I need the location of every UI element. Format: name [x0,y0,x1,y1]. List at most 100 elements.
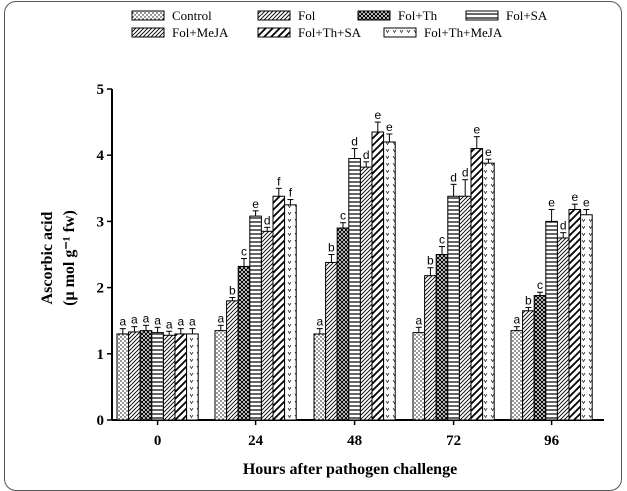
sig-letter-96-0: a [513,313,520,327]
bar-24-2 [237,265,251,421]
bar-72-0 [412,332,426,421]
bar-0-5 [174,333,188,421]
sig-letter-48-1: b [328,241,335,255]
bar-0-2 [139,330,153,421]
bar-96-0 [510,330,524,421]
y-tick-label-0: 0 [97,413,105,429]
y-tick-label-4: 4 [97,148,105,164]
bar-24-3 [249,215,262,421]
legend-swatch-1 [257,10,291,21]
sig-letter-0-0: a [119,315,126,329]
sig-letter-72-6: e [485,145,492,159]
bar-96-6 [580,214,593,421]
bar-72-5 [470,148,484,421]
sig-letter-48-2: c [340,209,346,223]
legend-label-1: Fol [298,8,316,23]
bar-96-4 [556,237,570,421]
sig-letter-72-1: b [427,254,434,268]
x-tick-label-4: 96 [544,433,560,449]
legend-label-3: Fol+SA [506,8,548,23]
x-tick-label-2: 48 [347,433,362,449]
y-tick-label-5: 5 [97,82,105,98]
bar-48-0 [313,333,327,421]
sig-letter-24-0: a [217,311,224,325]
bar-72-1 [424,275,437,421]
sig-letter-48-4: d [363,148,370,162]
bar-48-5 [371,131,385,421]
legend-swatch-3 [465,10,499,21]
legend-label-0: Control [172,8,212,23]
sig-letter-48-3: d [351,135,358,149]
y-tick-label-2: 2 [97,281,105,297]
bar-24-0 [214,330,228,421]
legend-swatch-6 [383,27,417,38]
sig-letter-96-6: e [583,195,590,209]
sig-letter-24-4: d [264,213,271,227]
sig-letter-72-2: c [439,233,445,247]
sig-letter-96-3: e [548,195,555,209]
bar-72-4 [458,195,472,421]
sig-letter-0-3: a [154,313,161,327]
sig-letter-72-5: e [473,123,480,137]
bar-24-4 [260,230,274,421]
bar-0-1 [128,331,141,421]
sig-letter-48-0: a [316,315,323,329]
bar-0-4 [162,334,176,421]
bar-72-2 [435,254,449,421]
bar-24-6 [284,204,297,421]
legend-swatch-0 [131,10,165,21]
legend-label-5: Fol+Th+SA [298,25,362,40]
x-tick-label-1: 24 [248,433,264,449]
bar-24-5 [272,195,286,421]
bar-48-1 [325,261,338,421]
bar-72-6 [482,162,495,421]
sig-letter-24-6: f [289,186,293,200]
sig-letter-0-5: a [177,315,184,329]
y-tick-label-3: 3 [97,214,105,230]
bar-48-3 [348,158,361,421]
sig-letter-24-2: c [241,244,247,258]
sig-letter-96-5: e [571,190,578,204]
bar-48-6 [383,141,396,421]
legend-swatch-4 [131,27,165,38]
bar-48-4 [359,166,373,421]
sig-letter-48-6: e [386,120,393,134]
sig-letter-0-1: a [131,313,138,327]
bar-24-1 [226,300,239,421]
legend-label-6: Fol+Th+MeJA [424,25,503,40]
sig-letter-96-2: c [537,278,543,292]
bar-72-3 [447,195,460,421]
sig-letter-96-1: b [525,293,532,307]
legend-label-2: Fol+Th [398,8,438,23]
bar-96-1 [522,310,535,421]
sig-letter-72-3: d [450,170,457,184]
bar-0-3 [151,332,164,421]
bar-96-2 [533,295,547,421]
bar-0-6 [186,333,199,421]
y-tick-label-1: 1 [97,347,105,363]
sig-letter-0-2: a [143,311,150,325]
x-axis-title: Hours after pathogen challenge [243,461,457,478]
sig-letter-72-4: d [462,166,469,180]
y-axis-title-line1: Ascorbic acid [39,211,56,304]
legend-label-4: Fol+MeJA [172,25,229,40]
bar-96-5 [568,208,582,421]
sig-letter-0-4: a [166,317,173,331]
y-axis-title-line2: (μ mol g⁻¹ fw) [61,210,78,306]
legend-swatch-5 [257,27,291,38]
sig-letter-24-1: b [229,284,236,298]
sig-letter-0-6: a [189,315,196,329]
x-tick-label-0: 0 [154,433,162,449]
legend-swatch-2 [357,10,391,21]
bar-96-3 [545,220,558,421]
sig-letter-24-3: e [252,197,259,211]
sig-letter-72-0: a [415,313,422,327]
bar-0-0 [116,333,130,421]
bar-chart: Control Fol Fol+Th Fol+SA Fol+MeJA Fol+Th+SA F… [39,8,604,478]
x-tick-label-3: 72 [446,433,461,449]
legend: Control Fol Fol+Th Fol+SA Fol+MeJA Fol+Th+SA F… [131,8,548,40]
bar-48-2 [336,227,350,421]
sig-letter-96-4: d [560,219,567,233]
sig-letter-24-5: f [277,174,281,188]
